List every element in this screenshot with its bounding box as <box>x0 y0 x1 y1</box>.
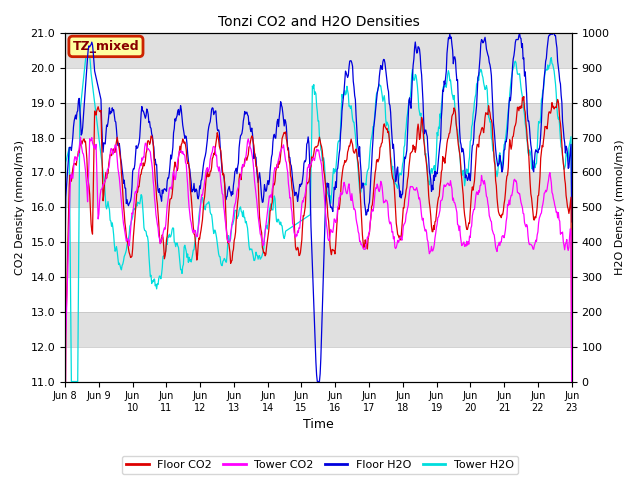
Bar <box>65 347 572 382</box>
Y-axis label: H2O Density (mmol/m3): H2O Density (mmol/m3) <box>615 139 625 275</box>
Bar <box>65 277 572 312</box>
Bar <box>65 312 572 347</box>
Text: TZ_mixed: TZ_mixed <box>72 40 140 53</box>
Legend: Floor CO2, Tower CO2, Floor H2O, Tower H2O: Floor CO2, Tower CO2, Floor H2O, Tower H… <box>122 456 518 474</box>
Bar <box>65 68 572 103</box>
Bar <box>65 207 572 242</box>
Bar <box>65 103 572 137</box>
Title: Tonzi CO2 and H2O Densities: Tonzi CO2 and H2O Densities <box>218 15 419 29</box>
X-axis label: Time: Time <box>303 419 333 432</box>
Bar <box>65 242 572 277</box>
Bar <box>65 137 572 172</box>
Bar <box>65 172 572 207</box>
Y-axis label: CO2 Density (mmol/m3): CO2 Density (mmol/m3) <box>15 140 25 275</box>
Bar <box>65 33 572 68</box>
